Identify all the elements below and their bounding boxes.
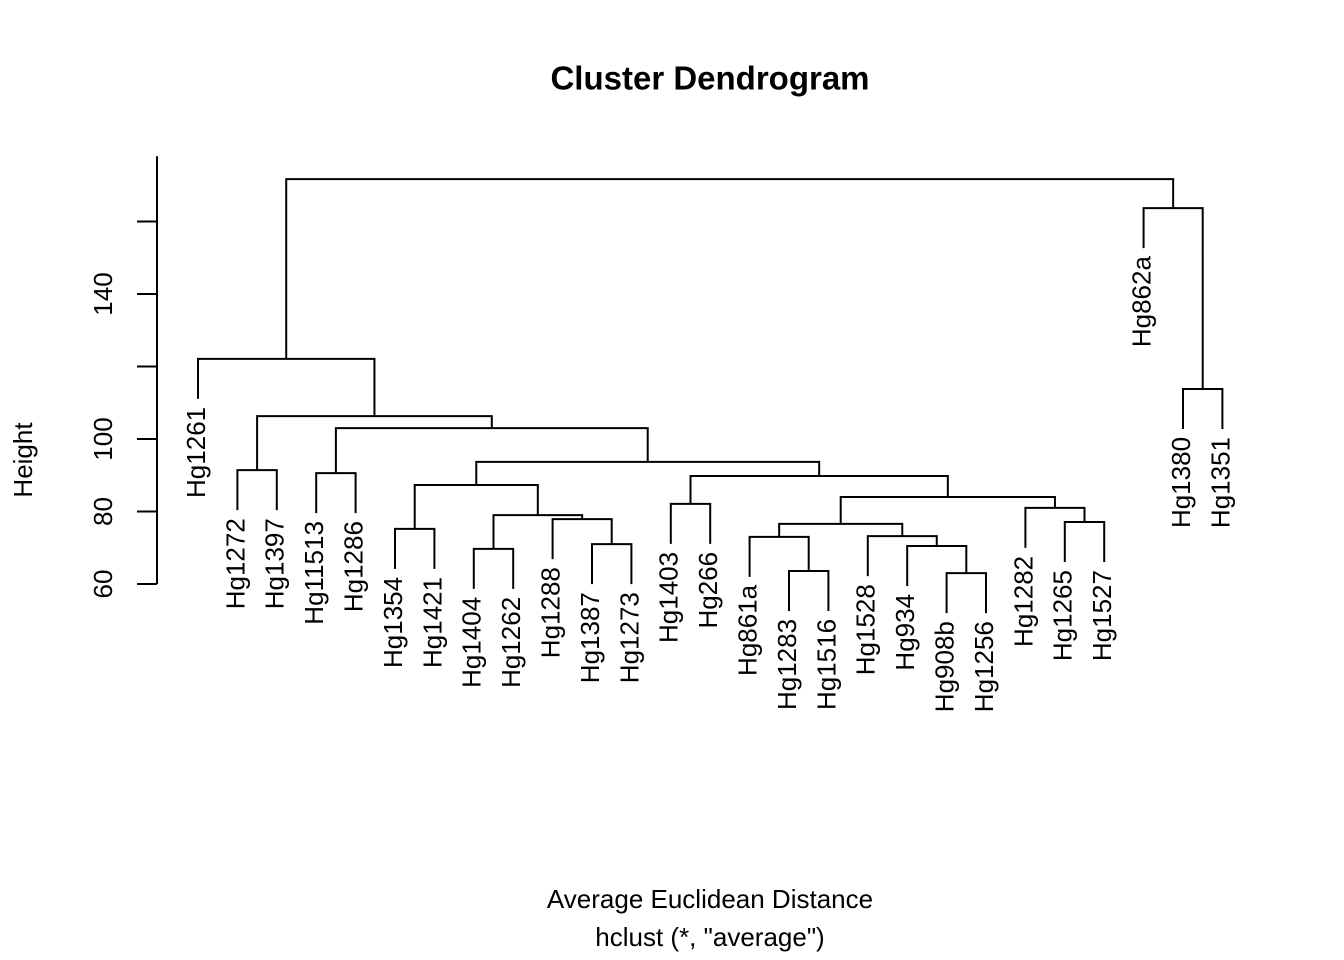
y-tick-label: 60 <box>88 570 118 599</box>
leaf-label: Hg862a <box>1126 256 1156 348</box>
leaf-label: Hg1261 <box>181 407 211 498</box>
leaf-label: Hg908b <box>929 621 959 712</box>
leaf-label: Hg1283 <box>772 619 802 710</box>
branch <box>788 569 830 611</box>
branch <box>591 543 633 585</box>
branch <box>492 514 584 549</box>
leaf-label: Hg1265 <box>1048 570 1078 661</box>
branch <box>394 527 436 569</box>
branch <box>778 522 904 537</box>
leaf-label: Hg1397 <box>260 518 290 609</box>
branch <box>197 357 376 417</box>
leaf-label: Hg1354 <box>378 577 408 668</box>
y-axis-label: Height <box>8 422 38 498</box>
branch <box>256 415 493 471</box>
leaf-label: Hg1403 <box>654 552 684 643</box>
leaf-label: Hg861a <box>732 584 762 676</box>
leaf-label: Hg11513 <box>299 521 329 625</box>
leaf-label: Hg1288 <box>535 567 565 658</box>
branch <box>285 178 1175 359</box>
leaf-label: Hg1272 <box>220 518 250 609</box>
branch <box>315 472 357 514</box>
leaf-label: Hg266 <box>693 552 723 629</box>
subtitle: hclust (*, "average") <box>595 922 824 952</box>
leaf-label: Hg1282 <box>1008 556 1038 647</box>
leaf-label: Hg1256 <box>969 621 999 712</box>
branch <box>906 544 968 586</box>
y-tick-label: 80 <box>88 497 118 526</box>
x-axis-label: Average Euclidean Distance <box>547 884 873 914</box>
leaf-label: Hg1273 <box>614 592 644 683</box>
branch <box>413 484 539 529</box>
leaf-label: Hg1387 <box>575 592 605 683</box>
branch <box>866 535 938 577</box>
branch <box>945 572 987 614</box>
leaf-label: Hg1286 <box>338 521 368 612</box>
branch <box>551 518 613 560</box>
y-tick-label: 140 <box>88 272 118 315</box>
leaf-label: Hg1516 <box>811 619 841 710</box>
branch <box>472 547 515 589</box>
branch <box>839 496 1056 524</box>
leaf-label: Hg1404 <box>457 597 487 688</box>
branch <box>236 469 278 511</box>
leaf-label: Hg1527 <box>1087 570 1117 661</box>
leaf-label: Hg934 <box>890 594 920 671</box>
branch <box>334 427 649 474</box>
leaf-label: Hg1528 <box>851 584 881 675</box>
leaf-label: Hg1262 <box>496 597 526 688</box>
chart-title: Cluster Dendrogram <box>550 60 869 97</box>
branch <box>475 460 821 486</box>
branch <box>1182 387 1224 429</box>
leaf-label: Hg1421 <box>417 577 447 668</box>
branch <box>689 474 949 504</box>
branch <box>1063 521 1106 563</box>
branch <box>1024 506 1086 548</box>
branch <box>669 502 712 544</box>
leaf-label: Hg1380 <box>1166 437 1196 528</box>
leaf-label: Hg1351 <box>1205 437 1235 528</box>
y-tick-label: 100 <box>88 417 118 460</box>
